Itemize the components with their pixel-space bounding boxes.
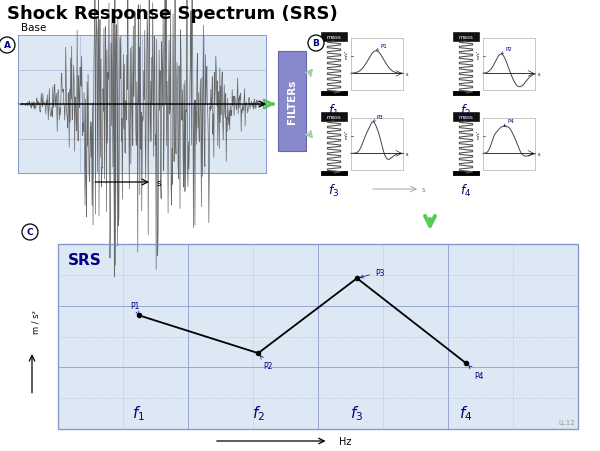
Text: B: B	[313, 39, 319, 48]
Bar	[321, 113, 347, 122]
Text: m/s²: m/s²	[477, 130, 481, 139]
Text: $f_4$: $f_4$	[460, 404, 473, 423]
Text: FILTERs: FILTERs	[287, 80, 297, 124]
Text: mass: mass	[326, 35, 341, 40]
Bar	[351, 119, 403, 170]
Text: $f_2$: $f_2$	[460, 103, 472, 119]
Text: P4: P4	[469, 366, 484, 380]
Bar	[453, 113, 479, 122]
Text: m/s²: m/s²	[477, 50, 481, 59]
Text: P1: P1	[131, 301, 140, 315]
Text: P4: P4	[504, 119, 514, 127]
Bar	[58, 244, 578, 429]
Text: Base: Base	[21, 23, 46, 33]
Circle shape	[0, 38, 15, 54]
Text: $f_3$: $f_3$	[350, 404, 364, 423]
Circle shape	[308, 36, 324, 52]
Text: Shock Response Spectrum (SRS): Shock Response Spectrum (SRS)	[7, 5, 338, 23]
Text: m / s²: m / s²	[32, 310, 41, 334]
Text: s: s	[538, 152, 541, 156]
Circle shape	[22, 225, 38, 240]
Bar	[278, 52, 306, 152]
Text: $f_3$: $f_3$	[328, 183, 340, 198]
Bar	[351, 39, 403, 91]
Text: $f_1$: $f_1$	[132, 404, 145, 423]
Text: s: s	[406, 152, 409, 156]
Text: C: C	[26, 228, 34, 237]
Bar	[321, 33, 347, 42]
Text: mass: mass	[458, 35, 473, 40]
Text: A: A	[4, 41, 11, 51]
Text: s: s	[422, 187, 425, 193]
Text: s: s	[538, 72, 541, 77]
Bar	[453, 33, 479, 42]
Text: m/s²: m/s²	[345, 130, 349, 139]
Text: P3: P3	[373, 115, 383, 122]
Text: $f_4$: $f_4$	[460, 183, 472, 198]
Text: Hz: Hz	[339, 436, 351, 446]
Text: s: s	[157, 178, 161, 187]
Bar	[483, 119, 535, 170]
Text: P2: P2	[502, 47, 512, 55]
Text: m/s²: m/s²	[345, 50, 349, 59]
Text: mass: mass	[326, 115, 341, 120]
Text: P2: P2	[260, 356, 272, 370]
Text: $f_2$: $f_2$	[251, 404, 265, 423]
Text: s: s	[406, 72, 409, 77]
Text: $f_1$: $f_1$	[328, 103, 340, 119]
Text: mass: mass	[458, 115, 473, 120]
Text: SRS: SRS	[68, 253, 102, 267]
Text: P1: P1	[377, 44, 387, 51]
Text: LL12: LL12	[559, 419, 575, 425]
Text: P3: P3	[361, 268, 385, 278]
Bar	[483, 39, 535, 91]
Bar	[18, 36, 266, 174]
